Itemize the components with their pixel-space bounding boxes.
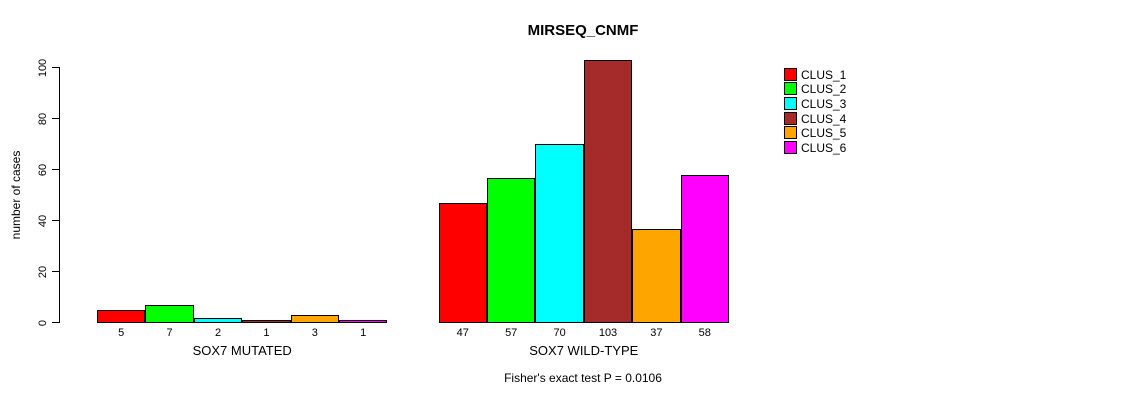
bar-value-label: 70 [553,327,566,339]
bar-clus_6 [339,319,388,323]
y-axis-tick-label: 20 [37,265,49,278]
bar-clus_1 [438,202,487,323]
legend-row: CLUS_6 [784,140,847,155]
y-axis-tick-label: 60 [37,163,49,176]
y-axis-tick [52,169,59,170]
legend-label: CLUS_2 [801,81,847,96]
legend-swatch-clus_4 [784,112,797,125]
legend-label: CLUS_4 [801,111,847,126]
legend-swatch-clus_5 [784,126,797,139]
bar-clus_5 [632,228,681,323]
bar-value-label: 103 [598,327,618,339]
legend-label: CLUS_6 [801,140,847,155]
bar-clus_2 [487,177,536,323]
bar-value-label: 37 [650,327,663,339]
y-axis-tick-label: 40 [37,214,49,227]
bar-clus_1 [97,309,146,323]
bar-clus_5 [290,314,339,323]
bar-value-label: 58 [698,327,711,339]
bar-clus_3 [535,143,584,323]
bar-value-label: 2 [214,327,222,339]
legend-row: CLUS_5 [784,125,847,140]
legend-label: CLUS_1 [801,67,847,82]
chart-title: MIRSEQ_CNMF [527,22,639,39]
group-label: SOX7 WILD-TYPE [529,343,639,358]
bar-clus_6 [680,174,729,323]
bar-value-label: 3 [311,327,318,339]
legend-swatch-clus_2 [784,82,797,95]
bar-clus_3 [193,317,243,323]
y-axis-tick-label: 80 [37,112,49,125]
y-axis-tick [52,67,59,68]
bar-value-label: 57 [505,327,518,339]
bar-value-label: 47 [456,327,469,339]
legend-label: CLUS_3 [801,96,847,111]
bar-value-label: 7 [166,327,173,339]
legend-swatch-clus_1 [784,68,797,81]
bar-value-label: 1 [360,327,367,339]
legend-row: CLUS_2 [784,81,847,96]
y-axis-tick [52,271,59,272]
footer-annotation: Fisher's exact test P = 0.0106 [504,371,662,385]
legend-swatch-clus_6 [784,141,797,154]
bar-value-label: 5 [118,327,125,339]
bar-clus_4 [583,59,633,323]
y-axis-tick [52,322,59,323]
bar-value-label: 1 [263,327,270,339]
y-axis-tick [52,118,59,119]
group-label: SOX7 MUTATED [192,343,292,358]
legend-row: CLUS_1 [784,67,847,82]
legend-row: CLUS_3 [784,96,847,111]
y-axis-label: number of cases [9,150,23,240]
legend-swatch-clus_3 [784,97,797,110]
legend-row: CLUS_4 [784,111,847,126]
bar-clus_4 [242,319,291,323]
legend-label: CLUS_5 [801,125,847,140]
y-axis-tick-label: 0 [37,319,49,326]
y-axis-line [59,67,60,323]
y-axis-tick [52,220,59,221]
y-axis-tick-label: 100 [37,58,49,77]
bar-clus_2 [145,304,194,323]
